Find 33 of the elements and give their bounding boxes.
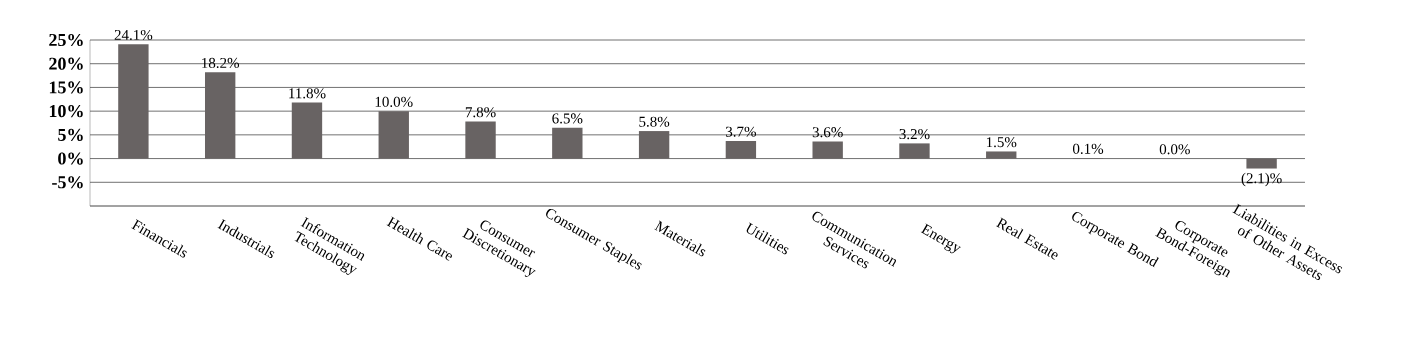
bar: [118, 44, 149, 159]
data-label: 3.7%: [725, 126, 756, 137]
data-label: 6.5%: [552, 113, 583, 124]
bar: [899, 143, 930, 159]
data-label: 7.8%: [465, 107, 496, 118]
bar: [986, 151, 1017, 159]
bar: [725, 141, 757, 159]
bar: [465, 121, 496, 159]
bar: [291, 102, 323, 159]
data-label: 5.8%: [639, 116, 670, 127]
data-label: 3.2%: [899, 129, 930, 140]
data-label: 3.6%: [812, 127, 843, 138]
data-label: (2.1)%: [1241, 172, 1282, 187]
y-tick-label: 5%: [58, 128, 83, 141]
data-label: 10.0%: [375, 96, 413, 107]
data-label: 0.1%: [1072, 143, 1104, 154]
bar: [552, 127, 583, 159]
bar: [1246, 158, 1277, 169]
data-label: 1.5%: [986, 137, 1017, 148]
data-label: 18.2%: [202, 57, 240, 69]
bar: [812, 141, 843, 159]
data-label: 11.8%: [289, 88, 326, 99]
y-tick-label: 25%: [49, 33, 83, 47]
y-tick-label: 20%: [49, 57, 83, 70]
y-tick-label: 10%: [49, 105, 83, 118]
y-tick-label: 0%: [58, 152, 83, 165]
y-tick-label: -5%: [52, 176, 83, 189]
bar: [378, 111, 409, 159]
bar: [638, 131, 670, 159]
y-tick-label: 15%: [49, 81, 83, 94]
bar: [204, 72, 236, 159]
data-label: 0.0%: [1159, 144, 1190, 155]
data-label: 24.1%: [114, 29, 153, 41]
